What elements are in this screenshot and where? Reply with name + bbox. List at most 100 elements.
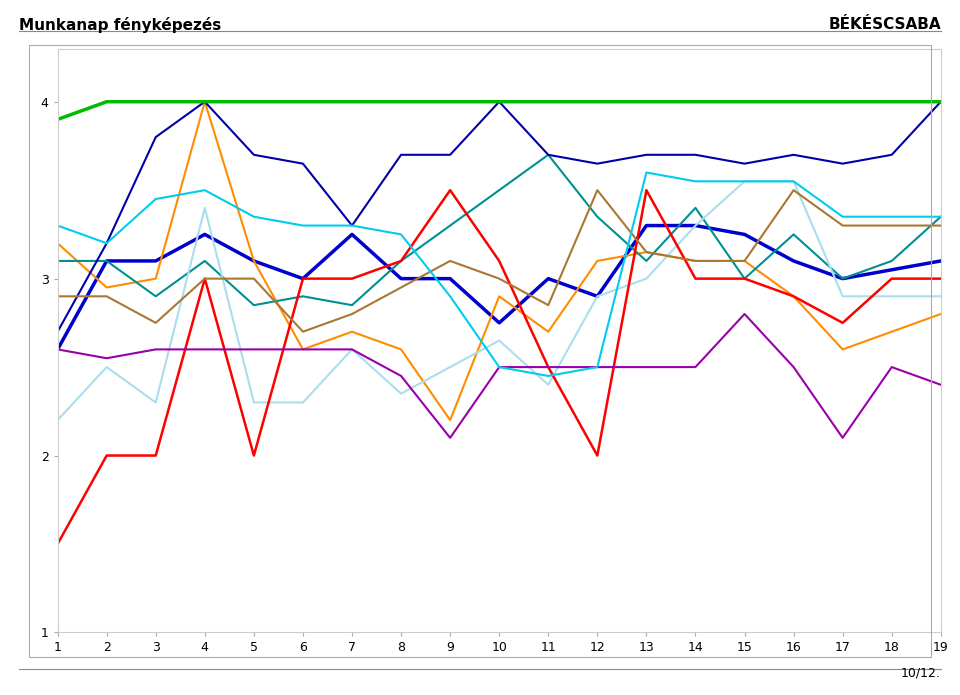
Szociálpolitikai Osztály [298,222,309,230]
Titkársági Osztály [837,97,849,106]
Stratégiai-Fejlesztési Osztály [298,327,309,336]
Szociálpolitikai Osztály [640,168,652,177]
Polgármesteri Hiv atal [591,292,603,300]
Polgármesteri Hiv atal [935,256,947,265]
Stratégiai-Fejlesztési Osztály [640,248,652,256]
Okmány iroda [788,292,800,300]
Okmány iroda [640,248,652,256]
Városüzemeltetési Osztály [444,222,456,230]
Line: Polgármesteri Hiv atal: Polgármesteri Hiv atal [58,226,941,350]
Közigazgatási Osztály [298,345,309,354]
Titkársági Osztály [444,97,456,106]
Polgármesteri Hiv atal [199,230,210,238]
Titkársági Osztály [640,97,652,106]
Oktatási, Közművelődési és Sport Osztály [837,159,849,167]
Stratégiai-Fejlesztési Osztály [101,292,112,300]
Közigazgatási Osztály [248,345,259,354]
Polgármesteri Hiv atal [298,275,309,283]
Okmány iroda [591,256,603,265]
Text: BÉKÉSCSABA: BÉKÉSCSABA [828,17,941,33]
Titkársági Osztály [199,97,210,106]
Kabinet [886,275,898,283]
Titkársági Osztály [886,97,898,106]
Kabinet [248,451,259,459]
Oktatási, Közművelődési és Sport Osztály [640,151,652,159]
Pénzügyi és Gazdasági Osztály [739,177,751,186]
Pénzügyi és Gazdasági Osztály [52,416,63,425]
Okmány iroda [739,256,751,265]
Stratégiai-Fejlesztési Osztály [150,319,161,327]
Pénzügyi és Gazdasági Osztály [542,381,554,389]
Line: Pénzügyi és Gazdasági Osztály: Pénzügyi és Gazdasági Osztály [58,181,941,420]
Közigazgatási Osztály [150,345,161,354]
Titkársági Osztály [689,97,701,106]
Polgármesteri Hiv atal [150,256,161,265]
Line: Közigazgatási Osztály: Közigazgatási Osztály [58,314,941,438]
Stratégiai-Fejlesztési Osztály [52,292,63,300]
Okmány iroda [444,416,456,425]
Line: Okmány iroda: Okmány iroda [58,101,941,420]
Szociálpolitikai Osztály [199,186,210,195]
Polgármesteri Hiv atal [444,275,456,283]
Pénzügyi és Gazdasági Osztály [837,292,849,300]
Stratégiai-Fejlesztési Osztály [444,256,456,265]
Pénzügyi és Gazdasági Osztály [640,275,652,283]
Okmány iroda [248,256,259,265]
Titkársági Osztály [248,97,259,106]
Stratégiai-Fejlesztési Osztály [935,222,947,230]
Városüzemeltetési Osztály [886,256,898,265]
Oktatási, Közművelődési és Sport Osztály [788,151,800,159]
Pénzügyi és Gazdasági Osztály [150,398,161,407]
Okmány iroda [150,275,161,283]
Városüzemeltetési Osztály [640,256,652,265]
Stratégiai-Fejlesztési Osztály [837,222,849,230]
Kabinet [739,275,751,283]
Oktatási, Közművelődési és Sport Osztály [886,151,898,159]
Text: 10/12.: 10/12. [900,667,941,680]
Stratégiai-Fejlesztési Osztály [248,275,259,283]
Stratégiai-Fejlesztési Osztály [739,256,751,265]
Okmány iroda [886,327,898,336]
Oktatási, Közművelődési és Sport Osztály [150,133,161,141]
Okmány iroda [396,345,407,354]
Oktatási, Közművelődési és Sport Osztály [493,97,505,106]
Városüzemeltetési Osztály [101,256,112,265]
Közigazgatási Osztály [837,434,849,442]
Okmány iroda [837,345,849,354]
Kabinet [52,540,63,548]
Polgármesteri Hiv atal [837,275,849,283]
Oktatási, Közművelődési és Sport Osztály [347,222,358,230]
Városüzemeltetési Osztály [347,301,358,309]
Kabinet [101,451,112,459]
Közigazgatási Osztály [444,434,456,442]
Városüzemeltetési Osztály [542,151,554,159]
Titkársági Osztály [150,97,161,106]
Városüzemeltetési Osztály [689,204,701,212]
Oktatási, Közművelődési és Sport Osztály [689,151,701,159]
Városüzemeltetési Osztály [837,275,849,283]
Stratégiai-Fejlesztési Osztály [591,186,603,195]
Line: Oktatási, Közművelődési és Sport Osztály: Oktatási, Közművelődési és Sport Osztály [58,101,941,332]
Kabinet [347,275,358,283]
Városüzemeltetési Osztály [150,292,161,300]
Titkársági Osztály [739,97,751,106]
Titkársági Osztály [52,115,63,124]
Titkársági Osztály [101,97,112,106]
Okmány iroda [542,327,554,336]
Oktatási, Közművelődési és Sport Osztály [444,151,456,159]
Közigazgatási Osztály [788,363,800,371]
Polgármesteri Hiv atal [493,319,505,327]
Pénzügyi és Gazdasági Osztály [591,292,603,300]
Közigazgatási Osztály [542,363,554,371]
Okmány iroda [493,292,505,300]
Okmány iroda [199,97,210,106]
Városüzemeltetési Osztály [935,213,947,221]
Kabinet [591,451,603,459]
Szociálpolitikai Osztály [837,213,849,221]
Stratégiai-Fejlesztési Osztály [493,275,505,283]
Szociálpolitikai Osztály [886,213,898,221]
Titkársági Osztály [935,97,947,106]
Pénzügyi és Gazdasági Osztály [248,398,259,407]
Polgármesteri Hiv atal [689,222,701,230]
Text: Munkanap fényképezés: Munkanap fényképezés [19,17,222,33]
